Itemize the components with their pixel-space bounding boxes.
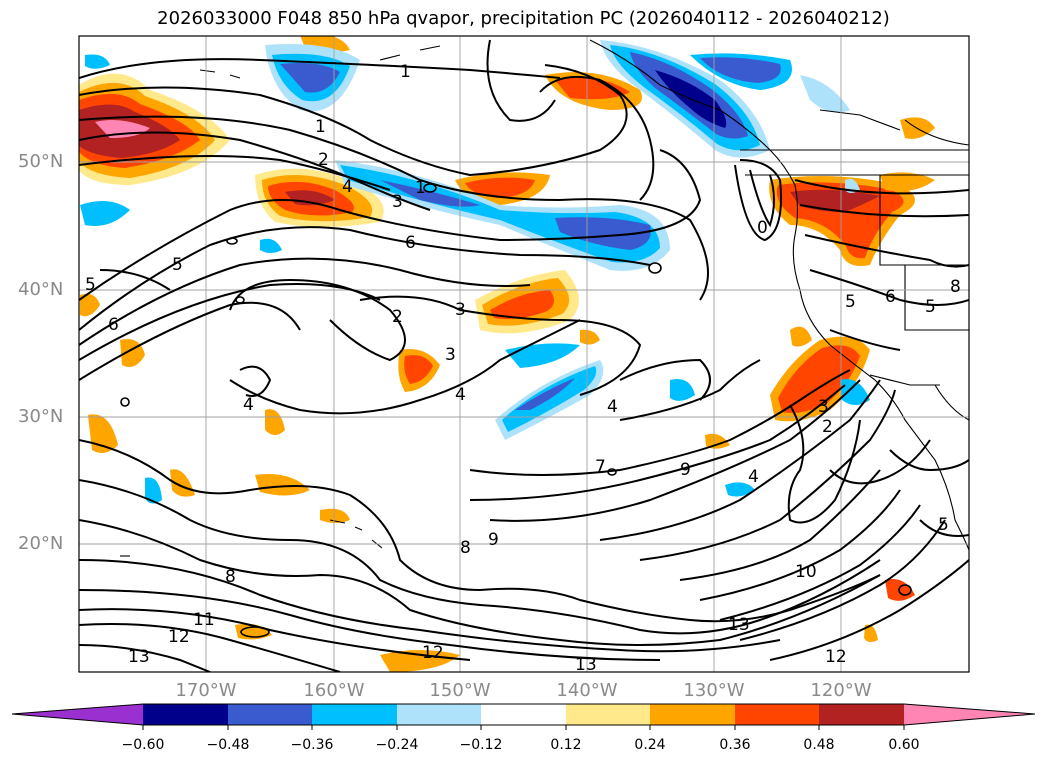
contour-label: 4 <box>607 397 618 417</box>
colorbar-tick-label: −0.48 <box>206 737 250 753</box>
colorbar-extend-high <box>904 704 1035 725</box>
colorbar-extend-low <box>12 704 143 725</box>
contour-label: 5 <box>85 275 96 295</box>
contour-label: 7 <box>595 457 606 477</box>
colorbar-tick-label: 0.12 <box>550 737 582 753</box>
colorbar-tick-label: 0.36 <box>719 737 751 753</box>
colorbar-tick-label: −0.24 <box>375 737 419 753</box>
contour-label: 12 <box>825 647 847 667</box>
contour-label: 2 <box>318 150 329 170</box>
contour-label: 3 <box>818 397 829 417</box>
colorbar-bin <box>819 704 904 725</box>
contour-labels: 1 2 3 4 5 6 6 5 3 2 3 1 4 4 4 4 9 8 9 8 … <box>85 62 961 675</box>
contour-label: 4 <box>342 177 353 197</box>
colorbar-bin <box>735 704 819 725</box>
contour-islets <box>120 183 912 638</box>
lat-label: 50°N <box>18 151 64 172</box>
lon-label: 160°W <box>303 680 365 701</box>
contour-label: 8 <box>460 538 471 558</box>
lon-label: 130°W <box>683 680 745 701</box>
contour-label: 8 <box>950 277 961 297</box>
colorbar-bin <box>143 704 228 725</box>
colorbar-bin <box>566 704 650 725</box>
contour-label: 3 <box>445 345 456 365</box>
contour-label: 4 <box>455 385 466 405</box>
colorbar-bin <box>312 704 397 725</box>
colorbar-tick-label: 0.60 <box>888 737 920 753</box>
contour-label: 2 <box>392 307 403 327</box>
lat-label: 30°N <box>18 406 64 427</box>
contour-label: 13 <box>728 615 750 635</box>
contour-label: 8 <box>225 567 236 587</box>
lon-label: 150°W <box>429 680 491 701</box>
contour-label: 9 <box>680 460 691 480</box>
contour-label: 13 <box>575 655 597 675</box>
contour-label: 4 <box>243 395 254 415</box>
contour-label: 5 <box>938 515 949 535</box>
contour-label: 1 <box>415 178 426 198</box>
colorbar-bin <box>228 704 312 725</box>
lon-label: 140°W <box>556 680 618 701</box>
graticule <box>79 36 969 672</box>
map-title: 2026033000 F048 850 hPa qvapor, precipit… <box>157 8 890 29</box>
lon-label: 170°W <box>175 680 237 701</box>
contour-label: 6 <box>885 287 896 307</box>
contour-label: 11 <box>193 610 215 630</box>
contour-label: 0 <box>757 218 768 238</box>
contour-label: 5 <box>845 292 856 312</box>
qvapor-contours <box>79 39 969 672</box>
colorbar-bin <box>397 704 481 725</box>
colorbar-tick-label: 0.24 <box>634 737 666 753</box>
colorbar-tick-label: −0.36 <box>290 737 334 753</box>
contour-label: 4 <box>748 467 759 487</box>
contour-label: 3 <box>455 300 466 320</box>
contour-label: 6 <box>405 233 416 253</box>
colorbar-bin <box>650 704 735 725</box>
contour-label: 5 <box>925 297 936 317</box>
contour-label: 6 <box>108 315 119 335</box>
contour-label: 3 <box>392 192 403 212</box>
contour-label: 1 <box>315 117 326 137</box>
colorbar-bin <box>481 704 566 725</box>
colorbar-tick-label: −0.12 <box>459 737 503 753</box>
lat-label: 20°N <box>18 533 64 554</box>
lat-label: 40°N <box>18 279 64 300</box>
contour-label: 10 <box>795 562 817 582</box>
lon-label: 120°W <box>810 680 872 701</box>
contour-label: 5 <box>172 255 183 275</box>
contour-label: 13 <box>128 647 150 667</box>
map-frame <box>78 35 970 673</box>
contour-label: 9 <box>488 530 499 550</box>
colorbar <box>11 703 1036 730</box>
coastlines <box>120 39 969 557</box>
contour-label: 12 <box>422 643 444 663</box>
contour-label: 1 <box>400 62 411 82</box>
colorbar-tick-label: −0.60 <box>121 737 165 753</box>
contour-label: 12 <box>168 627 190 647</box>
contour-label: 2 <box>822 417 833 437</box>
colorbar-tick-label: 0.48 <box>803 737 835 753</box>
